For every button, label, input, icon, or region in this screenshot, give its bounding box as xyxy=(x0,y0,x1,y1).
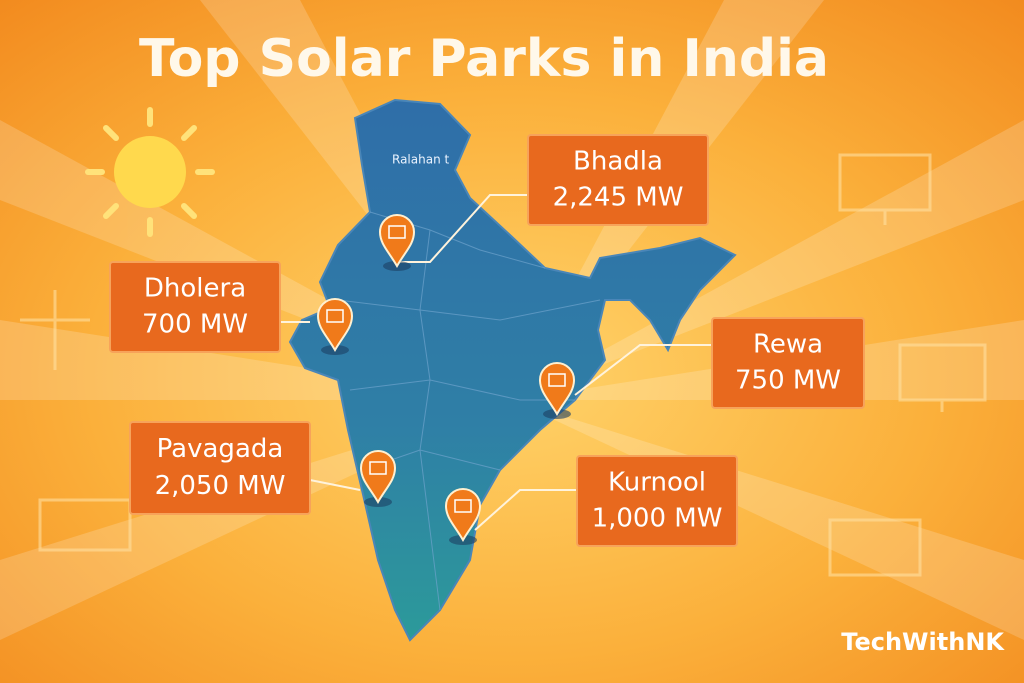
pin-panel-icon xyxy=(548,373,566,387)
sun-icon xyxy=(85,107,215,237)
park-capacity: 2,050 MW xyxy=(155,471,286,501)
callout-box xyxy=(129,421,311,515)
park-capacity: 750 MW xyxy=(735,366,841,396)
map-label: Ralahan t xyxy=(392,153,449,167)
leader-line xyxy=(397,194,528,263)
leader-line xyxy=(309,479,361,491)
park-capacity: 2,245 MW xyxy=(553,183,684,213)
park-name: Bhadla xyxy=(573,147,663,177)
callout-box xyxy=(576,455,738,547)
park-capacity: 700 MW xyxy=(142,310,248,340)
park-name: Kurnool xyxy=(608,468,706,498)
park-name: Pavagada xyxy=(157,434,284,464)
title: Top Solar Parks in India xyxy=(139,29,829,89)
park-name: Dholera xyxy=(144,274,246,304)
callout-box xyxy=(711,317,865,409)
pin-panel-icon xyxy=(454,499,472,513)
pin-panel-icon xyxy=(388,225,406,239)
pin-panel-icon xyxy=(326,309,344,323)
leader-line xyxy=(574,344,712,396)
park-capacity: 1,000 MW xyxy=(592,504,723,534)
callout-box xyxy=(109,261,281,353)
leader-line xyxy=(474,489,577,531)
panel-icons xyxy=(20,153,987,577)
pin-panel-icon xyxy=(369,461,387,475)
callout-box xyxy=(527,134,709,226)
parks: Bhadla 2,245 MW Dholera 700 MW Rewa 750 MW Pav… xyxy=(109,134,865,547)
park-name: Rewa xyxy=(753,330,823,360)
brand: TechWithNK xyxy=(841,628,1005,656)
